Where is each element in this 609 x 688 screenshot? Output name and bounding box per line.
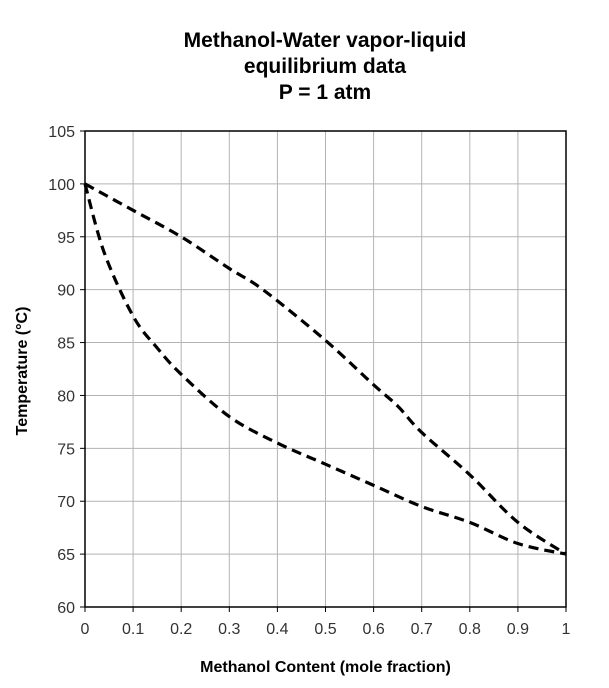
x-tick-label: 0.9 <box>507 621 529 638</box>
y-tick-label: 75 <box>57 441 75 458</box>
x-tick-label: 0.4 <box>266 621 288 638</box>
y-tick-label: 65 <box>57 547 75 564</box>
x-tick-label: 0.1 <box>122 621 144 638</box>
chart-title-line-3: P = 1 atm <box>278 81 372 104</box>
x-tick-label: 0.2 <box>170 621 192 638</box>
chart-title-line-2: equilibrium data <box>243 55 407 78</box>
x-tick-label: 0.6 <box>362 621 384 638</box>
series-curve-lower <box>83 183 567 556</box>
y-tick-label: 60 <box>57 600 75 617</box>
y-tick-label: 100 <box>48 177 75 194</box>
x-tick-label: 0 <box>81 621 90 638</box>
x-tick-label: 0.7 <box>411 621 433 638</box>
y-axis-title: Temperature (°C) <box>14 307 31 436</box>
chart-title-line-1: Methanol-Water vapor-liquid <box>183 29 467 52</box>
y-tick-label: 85 <box>57 336 75 353</box>
x-axis-title: Methanol Content (mole fraction) <box>200 659 451 676</box>
series-curve-upper <box>84 182 567 556</box>
series-layer <box>83 182 567 556</box>
x-tick-label: 0.3 <box>218 621 240 638</box>
tick-layer: 0 0.1 0.2 0.3 0.4 0.5 0.6 0.7 0.8 0.9 1 60 65 70 75 80 8… <box>48 124 570 638</box>
y-tick-label: 105 <box>48 124 75 141</box>
y-tick-label: 80 <box>57 388 75 405</box>
y-tick-label: 95 <box>57 230 75 247</box>
grid-layer <box>84 130 567 608</box>
x-tick-label: 1 <box>562 621 571 638</box>
x-tick-label: 0.5 <box>314 621 336 638</box>
y-tick-label: 70 <box>57 494 75 511</box>
y-tick-label: 90 <box>57 283 75 300</box>
x-tick-label: 0.8 <box>459 621 481 638</box>
chart-title: Methanol-Water vapor-liquid equilibrium … <box>0 28 609 106</box>
